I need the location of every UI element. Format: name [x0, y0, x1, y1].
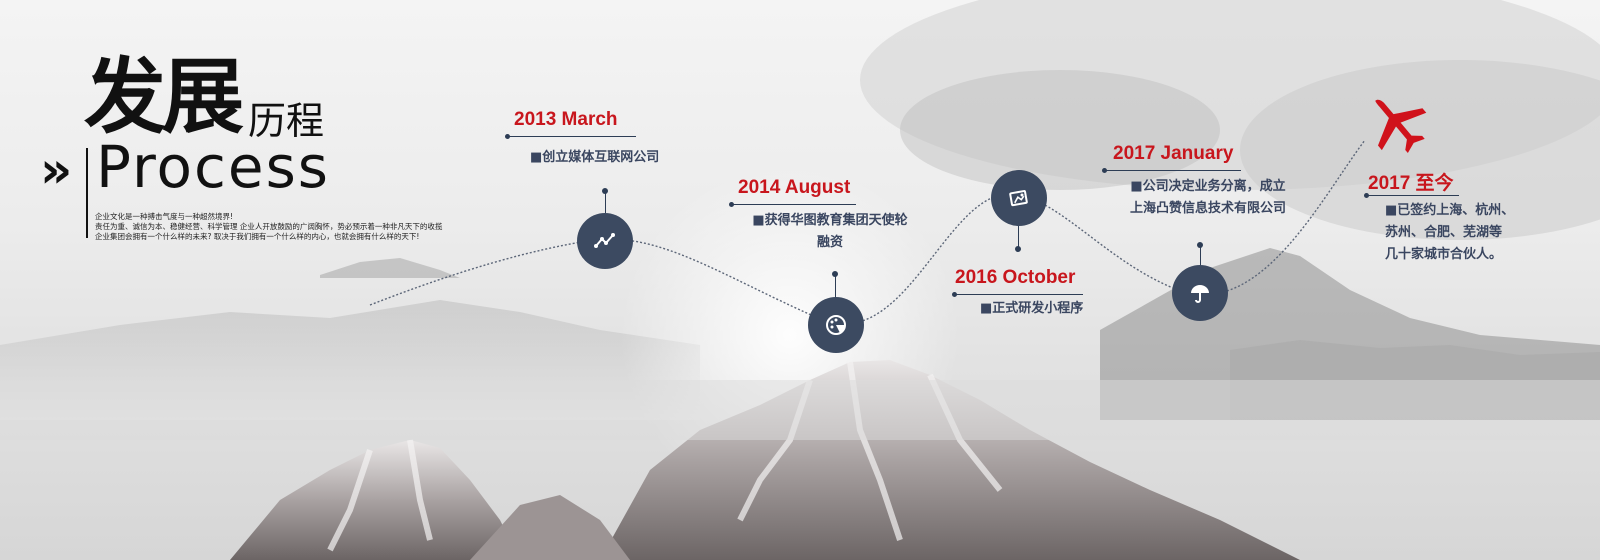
- milestone-desc: ■公司决定业务分离，成立 上海凸赞信息技术有限公司: [1118, 176, 1298, 220]
- intro-line: 企业集团会拥有一个什么样的未来? 取决于我们拥有一个什么样的内心，也就会拥有什么…: [95, 232, 420, 241]
- desc-line: ■获得华图教育集团天使轮: [752, 213, 908, 228]
- desc-line: 上海凸赞信息技术有限公司: [1129, 201, 1286, 216]
- desc-line: 几十家城市合伙人。: [1385, 247, 1503, 262]
- desc-line: ■创立媒体互联网公司: [530, 150, 660, 165]
- underline-dot: [1364, 193, 1369, 198]
- desc-line: 苏州、合肥、芜湖等: [1385, 225, 1503, 240]
- milestone-date: 2013 March: [514, 109, 618, 130]
- stem-dot: [1015, 246, 1021, 252]
- intro-line: 企业文化是一种搏击气度与一种超然境界!: [95, 212, 234, 221]
- milestone-node: [1172, 265, 1228, 321]
- photos-icon: [1009, 190, 1028, 207]
- milestone-node: [991, 170, 1047, 226]
- milestone-node: [808, 297, 864, 353]
- milestone-desc: ■创立媒体互联网公司: [530, 147, 659, 169]
- desc-line: 融资: [816, 235, 843, 250]
- intro-text: 企业文化是一种搏击气度与一种超然境界! 责任为重、诚信为本、稳健经营、科学管理 …: [95, 212, 495, 242]
- milestone-date: 2016 October: [955, 267, 1076, 288]
- page-subtitle: 历程: [248, 99, 325, 143]
- stem: [835, 274, 836, 298]
- date-underline: [508, 136, 636, 137]
- title-divider: [86, 148, 88, 238]
- desc-line: ■公司决定业务分离，成立: [1130, 179, 1286, 194]
- airplane-icon: [1375, 99, 1427, 154]
- underline-dot: [952, 292, 957, 297]
- intro-line: 责任为重、诚信为本、稳健经营、科学管理 企业人开放鼓励的广阔胸怀，势必预示着一种…: [95, 222, 443, 231]
- pizza-icon: [826, 315, 846, 335]
- underline-dot: [505, 134, 510, 139]
- milestone-desc: ■正式研发小程序: [980, 298, 1083, 320]
- milestone-date: 2017 至今: [1368, 173, 1454, 194]
- milestone-date: 2017 January: [1113, 143, 1234, 164]
- milestone-desc: ■已签约上海、杭州、 苏州、合肥、芜湖等 几十家城市合伙人。: [1385, 200, 1514, 266]
- date-underline: [955, 294, 1083, 295]
- underline-dot: [1102, 168, 1107, 173]
- date-underline: [1105, 170, 1241, 171]
- line-chart-icon: [594, 233, 615, 248]
- desc-line: ■正式研发小程序: [980, 301, 1084, 316]
- milestone-date: 2014 August: [738, 177, 851, 198]
- underline-dot: [729, 202, 734, 207]
- date-underline: [1367, 195, 1459, 196]
- stem: [605, 191, 606, 213]
- stem: [1200, 245, 1201, 267]
- milestone-desc: ■获得华图教育集团天使轮 融资: [745, 210, 915, 254]
- page-title: 发展: [84, 49, 244, 145]
- stem: [1018, 226, 1019, 248]
- desc-line: ■已签约上海、杭州、: [1385, 203, 1515, 218]
- milestone-node: [577, 213, 633, 269]
- double-chevron-icon: »: [40, 141, 73, 199]
- date-underline: [732, 204, 856, 205]
- page-title-en: Process: [96, 133, 331, 201]
- umbrella-icon: [1191, 285, 1209, 303]
